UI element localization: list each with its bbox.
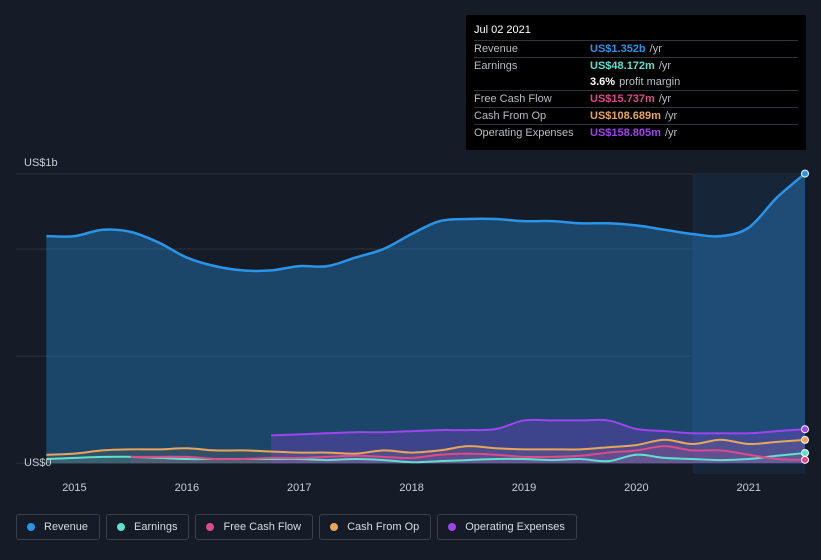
- x-tick-label: 2015: [62, 482, 86, 494]
- x-tick-label: 2019: [512, 482, 536, 494]
- earnings-line: [46, 452, 806, 464]
- legend-label: Free Cash Flow: [223, 521, 302, 533]
- x-tick-label: 2021: [737, 482, 761, 494]
- operating-expenses-end-point: [801, 425, 809, 434]
- tooltip-unit: /yr: [664, 127, 678, 139]
- legend-label: Earnings: [134, 521, 178, 533]
- tooltip-row-earnings: Earnings US$48.172m /yr: [474, 58, 798, 74]
- chart-legend: Revenue Earnings Free Cash Flow Cash Fro…: [16, 514, 577, 542]
- revenue-line: [46, 172, 806, 273]
- free-cash-flow-line: [130, 445, 806, 461]
- revenue-area: [46, 173, 806, 464]
- legend-item-cash-from-op[interactable]: Cash From Op: [319, 514, 432, 540]
- operating-expenses-line: [271, 418, 806, 437]
- highlight-band: [692, 174, 805, 474]
- highlight-band-rect: [692, 174, 805, 474]
- legend-dot-icon: [448, 523, 457, 531]
- legend-dot-icon: [206, 523, 215, 531]
- tooltip-unit: /yr: [664, 110, 678, 122]
- legend-dot-icon: [117, 523, 126, 531]
- y-axis-top-label: US$1b: [24, 157, 58, 169]
- tooltip-label: Operating Expenses: [474, 127, 574, 139]
- tooltip-value: US$48.172m: [590, 60, 655, 72]
- tooltip-label: Revenue: [474, 43, 519, 55]
- tooltip-unit: profit margin: [619, 76, 681, 88]
- tooltip-value: 3.6%: [590, 76, 616, 88]
- series-areas: [46, 173, 806, 464]
- tooltip-row-cash-from-op: Cash From Op US$108.689m /yr: [474, 108, 798, 125]
- legend-dot-icon: [330, 523, 339, 531]
- tooltip-value: US$108.689m: [590, 110, 661, 122]
- tooltip-row-operating-expenses: Operating Expenses US$158.805m /yr: [474, 125, 798, 141]
- legend-dot-icon: [27, 523, 35, 531]
- tooltip-panel: Jul 02 2021 Revenue US$1.352b /yr Earnin…: [466, 15, 806, 150]
- tooltip-row-revenue: Revenue US$1.352b /yr: [474, 41, 798, 58]
- tooltip-value: US$1.352b: [590, 43, 646, 55]
- tooltip-value: US$158.805m: [590, 127, 661, 139]
- y-axis-zero-label: US$0: [24, 457, 52, 469]
- legend-item-operating-expenses[interactable]: Operating Expenses: [437, 514, 577, 540]
- tooltip-date: Jul 02 2021: [474, 23, 798, 41]
- chart-canvas: 2015 2016 2017 2018 2019 2020 2021 US$1b US$0: [16, 157, 809, 494]
- revenue-end-point: [801, 169, 809, 178]
- tooltip-label: Earnings: [474, 60, 518, 72]
- tooltip-label: Free Cash Flow: [474, 93, 552, 105]
- tooltip-row-profit-margin: 3.6% profit margin: [474, 74, 798, 91]
- legend-item-revenue[interactable]: Revenue: [16, 514, 101, 540]
- earnings-end-point: [801, 449, 809, 457]
- cash-from-op-end-point: [801, 435, 809, 444]
- tooltip-unit: /yr: [658, 60, 672, 72]
- x-tick-label: 2018: [399, 482, 423, 494]
- x-axis: 2015 2016 2017 2018 2019 2020 2021: [62, 482, 761, 494]
- series-end-markers: [801, 169, 809, 464]
- free-cash-flow-end-point: [801, 455, 809, 464]
- legend-label: Operating Expenses: [465, 521, 565, 533]
- grid-lines: [16, 173, 805, 464]
- x-tick-label: 2017: [287, 482, 311, 494]
- tooltip-row-free-cash-flow: Free Cash Flow US$15.737m /yr: [474, 91, 798, 108]
- legend-label: Cash From Op: [347, 521, 420, 533]
- tooltip-label: [474, 74, 590, 90]
- cash-from-op-line: [46, 438, 806, 456]
- cash-from-op-area: [46, 439, 806, 464]
- tooltip-label: Cash From Op: [474, 110, 547, 122]
- tooltip-value: US$15.737m: [590, 93, 655, 105]
- tooltip-unit: /yr: [658, 93, 672, 105]
- legend-item-free-cash-flow[interactable]: Free Cash Flow: [195, 514, 314, 540]
- tooltip-unit: /yr: [649, 43, 662, 55]
- legend-label: Revenue: [44, 521, 89, 533]
- series-lines: [46, 172, 806, 464]
- legend-item-earnings[interactable]: Earnings: [106, 514, 190, 540]
- x-tick-label: 2016: [175, 482, 199, 494]
- x-tick-label: 2020: [624, 482, 648, 494]
